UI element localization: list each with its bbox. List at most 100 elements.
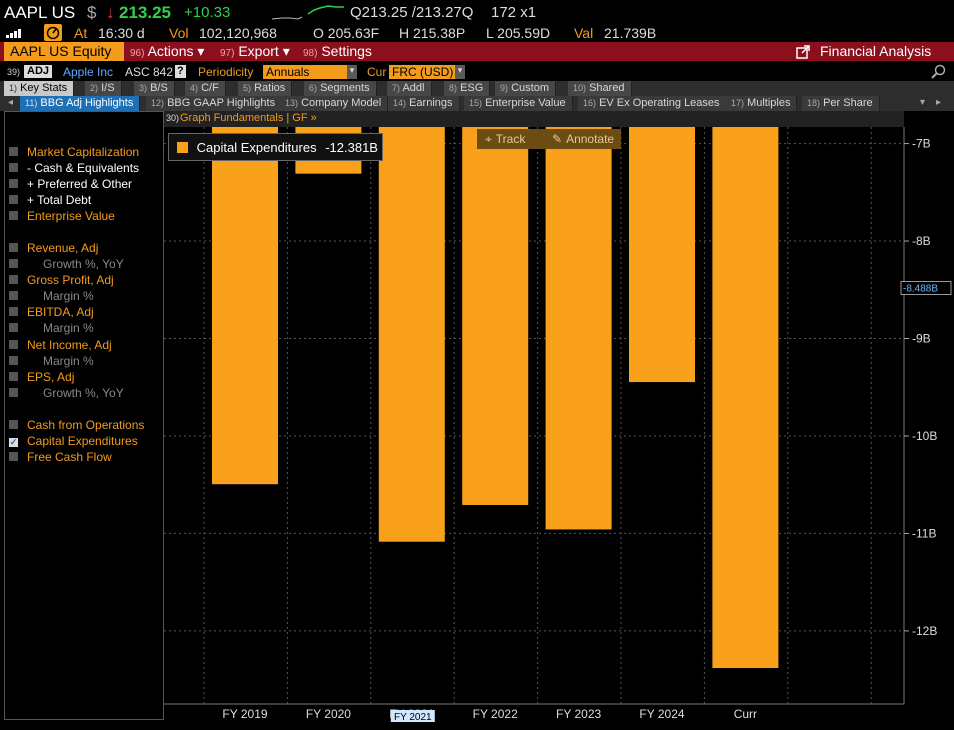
tab-esg[interactable]: 8) ESG [444, 81, 491, 96]
bid-ask: Q213.25 /213.27Q [350, 4, 474, 21]
metric-item[interactable]: Revenue, Adj [9, 241, 98, 255]
scroll-left-icon[interactable]: ◂ [8, 97, 14, 108]
checkbox-icon[interactable] [9, 163, 18, 172]
metric-item[interactable]: Gross Profit, Adj [9, 273, 114, 287]
tab-key-stats[interactable]: 1) Key Stats [4, 81, 75, 96]
bar-fy-2021[interactable] [378, 127, 445, 542]
tab-ev-ex-operating-leases[interactable]: 16) EV Ex Operating Leases [578, 96, 727, 111]
at-label: At [74, 25, 88, 41]
checkbox-icon[interactable] [9, 147, 18, 156]
annotate-button[interactable]: ✎ Annotate [544, 129, 621, 149]
metric-item[interactable]: Growth %, YoY [9, 257, 124, 271]
metric-item[interactable]: EPS, Adj [9, 370, 74, 384]
checkbox-icon[interactable] [9, 195, 18, 204]
checkbox-icon[interactable] [9, 452, 18, 461]
checkbox-icon[interactable] [9, 179, 18, 188]
tab-cash-flow[interactable]: 4) C/F [185, 81, 226, 96]
track-button[interactable]: ⌖ Track [477, 129, 544, 149]
checkbox-icon[interactable] [9, 356, 18, 365]
metric-label: - Cash & Equivalents [27, 161, 140, 175]
low-price: L 205.59D [486, 25, 551, 41]
graph-fundamentals-link[interactable]: Graph Fundamentals | GF » [180, 112, 317, 124]
tab-num: 18) [807, 98, 821, 108]
bar-curr[interactable] [712, 127, 779, 669]
y-tick-label: -12B [912, 624, 937, 638]
metric-item[interactable]: Margin % [9, 289, 94, 303]
checkbox-icon[interactable] [9, 388, 18, 397]
scroll-down-icon[interactable]: ▾ [920, 97, 926, 108]
down-arrow-icon: ↓ [106, 3, 115, 22]
graph-num: 30) [166, 113, 180, 123]
x-hover-label: FY 2021 [394, 712, 432, 723]
metric-item[interactable]: + Total Debt [9, 193, 91, 207]
tab-num: 1) [9, 83, 18, 93]
tab-balance-sheet[interactable]: 3) B/S [134, 81, 175, 96]
help-button[interactable]: ? [175, 65, 186, 78]
tab-earnings[interactable]: 14) Earnings [388, 96, 460, 111]
scroll-right-icon[interactable]: ▸ [936, 97, 942, 108]
tab-shared[interactable]: 10) Shared [568, 81, 632, 96]
checkbox-icon[interactable] [9, 275, 18, 284]
crosshair-icon: ⌖ [485, 132, 492, 146]
graph-fundamentals-bar[interactable]: 30) Graph Fundamentals | GF » [164, 111, 904, 127]
metric-item[interactable]: Cash from Operations [9, 418, 144, 432]
periodicity-select[interactable]: Annuals [263, 65, 347, 79]
metric-item[interactable]: Margin % [9, 321, 94, 335]
currency-select[interactable]: FRC (USD) [389, 65, 455, 79]
tab-per-share[interactable]: 18) Per Share [802, 96, 880, 111]
tab-num: 2) [90, 83, 99, 93]
metric-item[interactable]: Margin % [9, 354, 94, 368]
metric-item[interactable]: Market Capitalization [9, 145, 139, 159]
tab-ratios[interactable]: 5) Ratios [238, 81, 293, 96]
external-window-icon[interactable] [796, 45, 810, 59]
bar-fy-2023[interactable] [545, 127, 612, 530]
tab-company-model[interactable]: 13) Company Model [280, 96, 389, 111]
checkbox-icon[interactable] [9, 291, 18, 300]
tab-addl[interactable]: 7) Addl [387, 81, 432, 96]
checkbox-icon[interactable] [9, 340, 18, 349]
metric-item[interactable]: Net Income, Adj [9, 338, 112, 352]
metric-item[interactable]: Growth %, YoY [9, 386, 124, 400]
bar-fy-2024[interactable] [629, 127, 695, 383]
tab-bbg-adj-highlights[interactable]: 11) BBG Adj Highlights [20, 96, 141, 111]
gauge-icon[interactable] [44, 24, 62, 41]
adj-button[interactable]: ADJ [24, 65, 53, 78]
checkbox-icon[interactable] [9, 307, 18, 316]
metric-item[interactable]: Enterprise Value [9, 209, 115, 223]
tab-label: Per Share [823, 97, 873, 109]
bar-fy-2022[interactable] [462, 127, 529, 505]
tab-multiples[interactable]: 17) Multiples [726, 96, 798, 111]
search-icon[interactable] [930, 64, 948, 80]
actions-menu[interactable]: 96) Actions ▾ [130, 43, 204, 60]
checkbox-icon[interactable] [9, 420, 18, 429]
checkbox-checked-icon[interactable]: ✓ [9, 437, 18, 447]
metric-item[interactable]: ✓ Capital Expenditures [9, 434, 138, 448]
checkbox-icon[interactable] [9, 211, 18, 220]
ticker[interactable]: AAPL US [4, 3, 76, 22]
sparkline-icon [271, 5, 344, 20]
tab-income-statement[interactable]: 2) I/S [85, 81, 122, 96]
tab-enterprise-value[interactable]: 15) Enterprise Value [464, 96, 573, 111]
metric-item[interactable]: + Preferred & Other [9, 177, 132, 191]
tab-label: EV Ex Operating Leases [599, 97, 720, 109]
metric-label: EBITDA, Adj [27, 305, 94, 319]
checkbox-icon[interactable] [9, 243, 18, 252]
periodicity-chevron-down-icon[interactable]: ▾ [347, 65, 357, 79]
metric-item[interactable]: Free Cash Flow [9, 450, 112, 464]
checkbox-icon[interactable] [9, 259, 18, 268]
tab-segments[interactable]: 6) Segments [304, 81, 377, 96]
checkbox-icon[interactable] [9, 372, 18, 381]
export-label: Export ▾ [238, 43, 290, 59]
export-menu[interactable]: 97) Export ▾ [220, 43, 290, 60]
last-price: 213.25 [119, 3, 171, 22]
tab-custom[interactable]: 9) Custom [495, 81, 556, 96]
settings-button[interactable]: 98) Settings [303, 43, 372, 59]
currency-chevron-down-icon[interactable]: ▾ [455, 65, 465, 79]
bar-fy-2019[interactable] [212, 127, 278, 485]
tab-label: Key Stats [20, 82, 68, 94]
tab-bbg-gaap-highlights[interactable]: 12) BBG GAAP Highlights [146, 96, 283, 111]
metric-item[interactable]: EBITDA, Adj [9, 305, 94, 319]
metric-item[interactable]: - Cash & Equivalents [9, 161, 139, 175]
security-field[interactable]: AAPL US Equity [4, 42, 124, 61]
checkbox-icon[interactable] [9, 323, 18, 332]
